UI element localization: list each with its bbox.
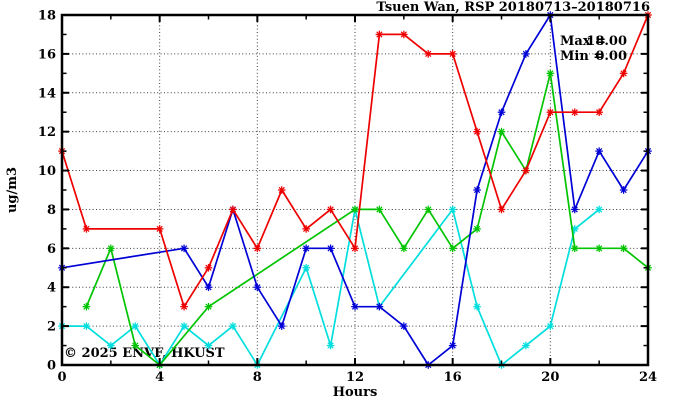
svg-text:18: 18 [38, 9, 56, 24]
green-series [82, 69, 652, 369]
svg-text:0: 0 [47, 359, 56, 374]
svg-text:16: 16 [38, 47, 56, 62]
svg-text:12: 12 [346, 370, 364, 385]
svg-text:8: 8 [47, 203, 56, 218]
x-tick-labels: 0 4 8 12 16 20 24 [57, 370, 657, 385]
svg-text:8: 8 [253, 370, 262, 385]
plot-border [60, 13, 650, 367]
svg-text:2: 2 [47, 320, 56, 335]
blue-series [58, 11, 652, 369]
cyan-series [58, 205, 603, 369]
green-series-line [85, 72, 649, 366]
axis-ticks [61, 14, 649, 366]
svg-text:6: 6 [47, 242, 56, 257]
green-series-markers [82, 69, 652, 369]
svg-text:20: 20 [541, 370, 559, 385]
gridlines [62, 15, 648, 365]
svg-text:0: 0 [57, 370, 66, 385]
chart-title: Tsuen Wan, RSP 20180713–20180716 [376, 0, 650, 15]
blue-series-line [61, 14, 649, 366]
svg-text:4: 4 [155, 370, 164, 385]
y-tick-labels: 0 2 4 6 8 10 12 14 16 18 [38, 9, 56, 374]
svg-text:10: 10 [38, 164, 56, 179]
cyan-series-markers [58, 205, 603, 369]
svg-text:12: 12 [38, 125, 56, 140]
svg-text:24: 24 [639, 370, 657, 385]
legend-min-label: Min = [560, 49, 604, 64]
legend-min-value: 0.00 [595, 49, 627, 64]
legend-max-label: Max = [560, 34, 606, 49]
svg-text:14: 14 [38, 86, 56, 101]
y-axis-title: ug/m3 [5, 167, 20, 213]
legend-max-value: 18.00 [586, 34, 627, 49]
svg-text:16: 16 [444, 370, 462, 385]
cyan-series-line [62, 208, 600, 366]
x-axis-title: Hours [333, 385, 378, 400]
svg-text:4: 4 [47, 281, 56, 296]
